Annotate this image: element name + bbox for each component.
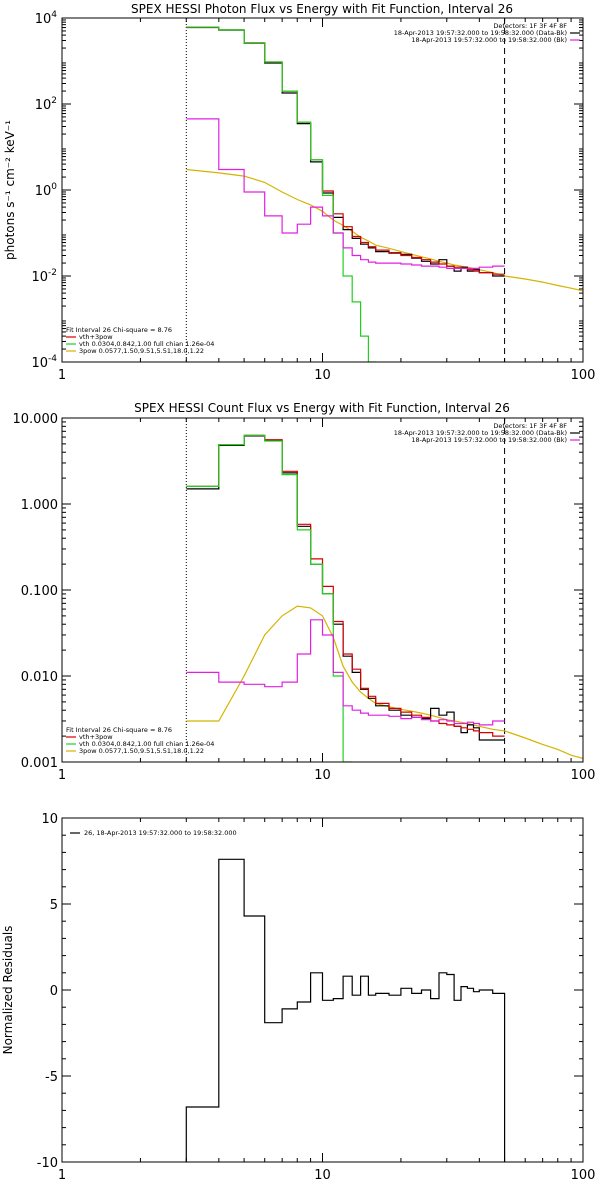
y-tick-base: 10 xyxy=(35,12,52,27)
y-tick-label: 0 xyxy=(50,984,58,999)
series-26-18-apr-2013-19-57-32-000-to-19-58-32-000-steps xyxy=(185,858,506,1162)
legend-entry: 18-Apr-2013 19:57:32.000 to 19:58:32.000… xyxy=(394,29,567,37)
x-tick-label: 10 xyxy=(314,1168,331,1183)
y-tick-label: 0.100 xyxy=(21,584,58,599)
photon-flux-panel: SPEX HESSI Photon Flux vs Energy with Fi… xyxy=(3,2,595,383)
y-tick-label: 5 xyxy=(50,898,58,913)
legend-entry: vth 0.0304,0.842,1.00 full chian 1.26e-0… xyxy=(79,340,214,348)
y-tick-base: 10 xyxy=(35,98,52,113)
legend-entry: vth 0.0304,0.842,1.00 full chian 1.26e-0… xyxy=(79,740,214,748)
y-tick-label: 0.010 xyxy=(21,670,58,685)
count-flux-title: SPEX HESSI Count Flux vs Energy with Fit… xyxy=(134,401,510,415)
series-data-bk-steps xyxy=(186,435,505,741)
legend-entry: Fit Interval 26 Chi-square = 8.76 xyxy=(66,326,172,334)
plot-area xyxy=(185,858,506,1162)
legend-entry: 18-Apr-2013 19:57:32.000 to 19:58:32.000… xyxy=(394,429,567,437)
x-tick-label: 10 xyxy=(314,368,331,383)
y-tick-base: 10 xyxy=(31,356,48,371)
x-tick-label: 100 xyxy=(571,368,596,383)
x-tick-label: 1 xyxy=(58,1168,66,1183)
x-tick-label: 100 xyxy=(571,768,596,783)
residuals-panel: Normalized Residuals 1 10 100 -10 -5 0 5 10 26, … xyxy=(1,812,595,1183)
series-vth+3pow-steps xyxy=(186,434,505,737)
legend-entry: 3pow 0.0577,1.50,9.51,5.51,18.0,1.22 xyxy=(79,747,204,755)
x-tick-label: 10 xyxy=(314,768,331,783)
y-tick-label: 0.001 xyxy=(21,756,58,771)
y-tick-label: 104 xyxy=(35,10,58,27)
y-tick-label: 102 xyxy=(35,96,57,113)
legend-bottom-left: Fit Interval 26 Chi-square = 8.76vth+3po… xyxy=(66,326,214,355)
y-tick-label: 1.000 xyxy=(21,498,58,513)
x-tick-label: 100 xyxy=(571,1168,596,1183)
residuals-ylabel: Normalized Residuals xyxy=(1,926,15,1055)
count-flux-panel: SPEX HESSI Count Flux vs Energy with Fit… xyxy=(13,401,596,783)
legend-entry: 18-Apr-2013 19:57:32.000 to 19:58:32.000… xyxy=(411,36,567,44)
y-tick-label: -5 xyxy=(45,1070,58,1085)
count-flux-content: 1 10 100 0.001 0.010 0.100 1.000 10.000 Detector… xyxy=(13,412,596,783)
plot-area xyxy=(185,18,583,362)
y-tick-label: 10-2 xyxy=(31,268,57,285)
y-tick-label: 10-4 xyxy=(31,354,57,371)
photon-flux-title: SPEX HESSI Photon Flux vs Energy with Fi… xyxy=(131,2,513,16)
legend-entry: 18-Apr-2013 19:57:32.000 to 19:58:32.000… xyxy=(411,436,567,444)
series-data-bk-steps xyxy=(186,26,505,277)
legend-entry: 26, 18-Apr-2013 19:57:32.000 to 19:58:32… xyxy=(84,829,237,837)
y-tick-label: 10 xyxy=(41,812,58,827)
x-tick-label: 1 xyxy=(58,768,66,783)
series-bk-steps xyxy=(186,118,505,269)
legend-entry: Fit Interval 26 Chi-square = 8.76 xyxy=(66,726,172,734)
series-3pow-line xyxy=(186,605,583,759)
series-bk-steps xyxy=(186,619,505,726)
legend-entry: vth+3pow xyxy=(79,733,113,741)
photon-flux-ylabel: photons s⁻¹ cm⁻² keV⁻¹ xyxy=(3,120,17,260)
legend-entry: vth+3pow xyxy=(79,333,113,341)
plot-area xyxy=(185,418,583,762)
y-tick-exponent: -4 xyxy=(48,354,57,364)
series-vth-steps xyxy=(186,26,376,362)
legend-bottom-left: Fit Interval 26 Chi-square = 8.76vth+3po… xyxy=(66,726,214,755)
legend-entry: Detectors: 1F 3F 4F 8F xyxy=(493,22,567,30)
y-tick-label: -10 xyxy=(37,1156,58,1171)
y-tick-label: 10.000 xyxy=(13,412,59,427)
y-tick-base: 10 xyxy=(35,184,52,199)
y-tick-label: 100 xyxy=(35,182,58,199)
y-tick-exponent: 4 xyxy=(51,10,57,20)
y-tick-exponent: 2 xyxy=(51,96,57,106)
legend-top-left: 26, 18-Apr-2013 19:57:32.000 to 19:58:32… xyxy=(70,829,237,837)
legend-entry: 3pow 0.0577,1.50,9.51,5.51,18.0,1.22 xyxy=(79,347,204,355)
y-tick-exponent: -2 xyxy=(48,268,57,278)
x-tick-label: 1 xyxy=(58,368,66,383)
residuals-content: 1 10 100 -10 -5 0 5 10 26, 18-Apr-2013 19:57:32.… xyxy=(37,812,596,1183)
legend-entry: Detectors: 1F 3F 4F 8F xyxy=(493,422,567,430)
y-tick-base: 10 xyxy=(31,270,48,285)
y-tick-exponent: 0 xyxy=(51,182,57,192)
